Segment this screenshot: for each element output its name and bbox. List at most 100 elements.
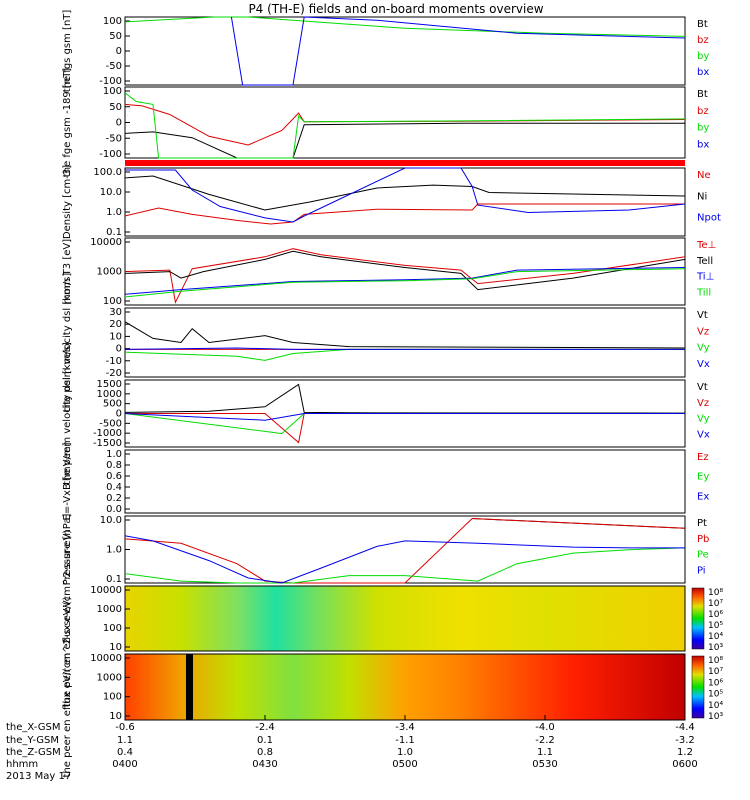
y-axis-label: the peem velocity dsl [km/s] — [62, 342, 73, 485]
legend-Ti⊥: Ti⊥ — [696, 272, 714, 283]
x-tick-label-hhmm: 0400 — [112, 759, 137, 770]
series-line-bx — [230, 16, 686, 86]
y-tick-label: 20 — [109, 319, 122, 330]
series-line-Pi — [124, 535, 685, 584]
x-tick-label-x: -4.0 — [535, 722, 555, 733]
colorbar-tick-label: 10⁵ — [708, 690, 723, 700]
legend-Ne: Ne — [697, 170, 711, 181]
series-line-Bt — [124, 122, 685, 159]
legend-by: by — [697, 51, 709, 62]
panel-7: 1.00.80.60.40.20.0 E=-VxB [mV/m] Ez Ey Ex — [62, 442, 709, 520]
y-tick-label: -50 — [106, 133, 122, 144]
colorbar-tick-label: 10⁵ — [708, 621, 723, 631]
x-tick-label-x: -2.4 — [255, 722, 275, 733]
colorbar-tick-label: 10⁷ — [708, 667, 723, 677]
colorbar-tick-label: 10⁶ — [708, 678, 723, 688]
y-axis-label: the fgs gsm [nT] — [62, 10, 73, 93]
legend-Ey: Ey — [697, 472, 709, 483]
y-tick-label: 10.0 — [100, 515, 122, 526]
y-tick-label: -100 — [99, 76, 122, 87]
legend-Vx: Vx — [697, 359, 710, 370]
y-axis-label: Pressure [nPa] — [62, 514, 73, 586]
y-tick-label: 10 — [109, 331, 122, 342]
x-tick-label-x: -3.4 — [395, 722, 415, 733]
y-tick-label: 0.6 — [106, 471, 122, 482]
data-gap-bar — [186, 654, 193, 720]
legend-Vt: Vt — [697, 310, 708, 321]
series-line-Ni — [124, 175, 686, 211]
y-axis-label: the fge gsm -189 [nT] — [62, 68, 73, 177]
colorbar-tick-label: 10⁶ — [708, 610, 723, 620]
panel-3: 100.0 10.0 1.0 0.1 Density [cm-3] Ne Ni Npot — [62, 165, 721, 239]
legend-Bt: Bt — [697, 19, 708, 30]
colorbar-tick-label: 10³ — [708, 643, 723, 653]
y-tick-label: 100 — [103, 692, 122, 703]
legend-Vy: Vy — [697, 343, 710, 354]
legend-Pi: Pi — [697, 565, 706, 576]
legend-Ex: Ex — [697, 491, 709, 502]
x-tick-label-hhmm: 0500 — [392, 759, 417, 770]
y-tick-label: 0 — [116, 118, 122, 129]
spectrogram-fill — [125, 586, 685, 651]
y-tick-label: -20 — [106, 368, 122, 379]
y-tick-label: 0 — [116, 344, 122, 355]
panel-frame — [124, 16, 686, 86]
series-line-Ti⊥ — [124, 267, 686, 295]
y-tick-label: 10.0 — [100, 187, 122, 198]
x-tick-label-y: 0.1 — [257, 735, 273, 746]
y-tick-label: 100 — [103, 623, 122, 634]
x-tick-label-y: -2.2 — [535, 735, 555, 746]
x-row-label: hhmm — [6, 759, 38, 770]
y-tick-label: -10 — [106, 356, 122, 367]
y-tick-label: 1.0 — [106, 545, 122, 556]
panel-frame — [124, 86, 686, 159]
series-line-Pe — [124, 547, 686, 584]
x-tick-label-hhmm: 0600 — [672, 759, 697, 770]
series-line-Npot — [125, 167, 686, 223]
x-tick-label-z: 1.2 — [677, 747, 693, 758]
y-tick-label: 0.4 — [106, 482, 122, 493]
y-tick-label: 100 — [103, 296, 122, 307]
series-line-Vx — [124, 347, 685, 350]
y-tick-label: 10000 — [90, 237, 122, 248]
y-tick-label: 10000 — [90, 585, 122, 596]
y-axis-label: Density [cm-3] — [62, 165, 73, 239]
legend-Bt: Bt — [697, 89, 708, 100]
y-tick-label: -1000 — [93, 428, 122, 439]
y-tick-label: 1000 — [97, 672, 122, 683]
y-tick-label: 30 — [109, 307, 122, 318]
y-axis-label: mom T3 [eV] — [62, 239, 73, 304]
series-line-Tell — [124, 250, 686, 291]
colorbar — [691, 587, 705, 650]
legend-Ez: Ez — [697, 452, 709, 463]
panel-frame — [124, 237, 686, 306]
series-line-Ne — [124, 203, 685, 225]
y-tick-label: -500 — [99, 418, 122, 429]
colorbar-tick-label: 10⁴ — [708, 632, 723, 642]
spectrogram-fill — [125, 654, 685, 720]
x-tick-label-z: 1.1 — [537, 747, 553, 758]
y-tick-label: 100 — [103, 86, 122, 97]
x-row-label: the_Y-GSM — [6, 735, 59, 746]
legend-Till: Till — [696, 287, 711, 298]
series-line-Vy — [124, 348, 685, 361]
colorbar — [691, 655, 705, 719]
y-tick-label: 500 — [103, 399, 122, 410]
panel-frame — [124, 585, 686, 652]
panel-frame — [124, 167, 686, 237]
series-line-Pb — [124, 517, 686, 584]
y-tick-label: 1500 — [97, 379, 122, 390]
legend-Pe: Pe — [697, 550, 709, 561]
y-tick-label: 0 — [116, 46, 122, 57]
series-line-Vt — [124, 383, 686, 414]
y-tick-label: 1.0 — [106, 207, 122, 218]
colorbar-tick-label: 10⁴ — [708, 701, 723, 711]
legend-bx: bx — [697, 67, 709, 78]
y-tick-label: -50 — [106, 61, 122, 72]
legend-Vx: Vx — [697, 429, 710, 440]
legend-Npot: Npot — [697, 213, 721, 224]
